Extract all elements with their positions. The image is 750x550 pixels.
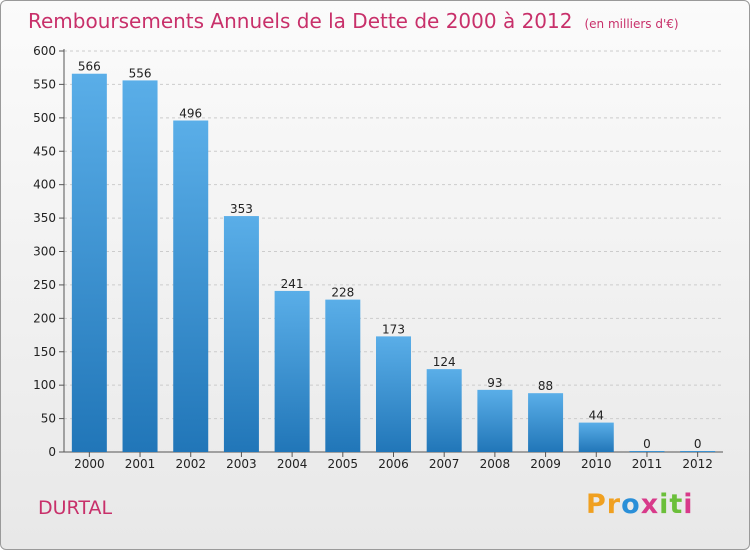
bar-2007 [426, 369, 462, 452]
logo-letter: x [640, 489, 660, 520]
bar-2004 [274, 290, 310, 452]
value-label-2011: 0 [643, 437, 651, 451]
value-label-2006: 173 [382, 322, 405, 336]
bar-2012 [680, 451, 716, 452]
y-tick-label: 150 [33, 345, 56, 359]
value-labels: 566 556 496 353 241 228 173 124 93 88 44 0 0 [78, 60, 702, 451]
bar-2009 [528, 393, 564, 452]
value-label-2010: 44 [589, 409, 604, 423]
x-tick-label: 2011 [632, 457, 663, 471]
x-tick-label: 2001 [125, 457, 156, 471]
proxiti-logo: Proxiti [586, 489, 694, 520]
bar-2000 [71, 73, 107, 453]
axes: 0 50 100 150 200 250 300 350 400 450 500 550 600 2000… [33, 44, 723, 471]
y-tick-label: 350 [33, 211, 56, 225]
y-tick-label: 500 [33, 111, 56, 125]
bar-2002 [173, 120, 209, 453]
chart-unit: (en milliers d'€) [584, 17, 679, 31]
y-tick-label: 50 [41, 412, 56, 426]
logo-letter: i [659, 489, 670, 520]
bar-2010 [578, 422, 614, 452]
value-label-2012: 0 [694, 437, 702, 451]
value-label-2000: 566 [78, 60, 101, 74]
y-tick-label: 400 [33, 178, 56, 192]
y-tick-label: 200 [33, 311, 56, 325]
bar-2011 [629, 451, 665, 452]
bar-2001 [122, 80, 158, 452]
x-tick-label: 2003 [226, 457, 257, 471]
bar-2005 [325, 299, 361, 452]
logo-letter: r [606, 489, 622, 520]
value-label-2008: 93 [487, 376, 502, 390]
logo-letter: t [669, 489, 684, 520]
bar-2006 [376, 336, 411, 452]
x-tick-label: 2002 [175, 457, 206, 471]
x-tick-label: 2005 [328, 457, 359, 471]
value-label-2002: 496 [179, 107, 202, 121]
y-tick-label: 450 [33, 144, 56, 158]
value-label-2001: 556 [129, 66, 152, 80]
y-tick-label: 600 [33, 44, 56, 58]
value-label-2009: 88 [538, 379, 553, 393]
y-tick-label: 300 [33, 245, 56, 259]
y-tick-label: 550 [33, 77, 56, 91]
value-label-2007: 124 [433, 355, 456, 369]
value-label-2003: 353 [230, 202, 253, 216]
x-tick-label: 2006 [378, 457, 409, 471]
x-tick-label: 2008 [480, 457, 511, 471]
x-tick-label: 2007 [429, 457, 460, 471]
x-tick-label: 2000 [74, 457, 105, 471]
value-label-2005: 228 [331, 286, 354, 300]
bar-2008 [477, 389, 513, 452]
logo-letter: P [586, 489, 607, 520]
logo-letter: i [683, 489, 694, 520]
x-tick-label: 2004 [277, 457, 308, 471]
bar-2003 [223, 216, 259, 452]
chart-title: Remboursements Annuels de la Dette de 20… [28, 9, 679, 33]
x-tick-label: 2010 [581, 457, 612, 471]
y-tick-label: 100 [33, 378, 56, 392]
logo-letter: o [621, 489, 641, 520]
x-tick-label: 2012 [682, 457, 713, 471]
y-tick-label: 250 [33, 278, 56, 292]
town-name: DURTAL [38, 497, 113, 519]
bars [71, 73, 716, 453]
value-label-2004: 241 [281, 277, 304, 291]
chart-title-text: Remboursements Annuels de la Dette de 20… [28, 9, 573, 33]
y-tick-label: 0 [48, 445, 56, 459]
x-tick-label: 2009 [530, 457, 561, 471]
